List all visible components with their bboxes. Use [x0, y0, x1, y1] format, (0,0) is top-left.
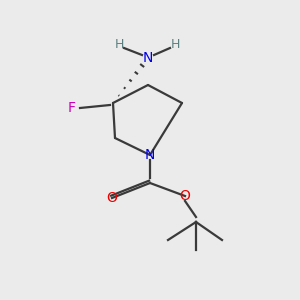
Text: F: F [68, 101, 76, 115]
Text: N: N [145, 148, 155, 162]
Text: H: H [170, 38, 180, 52]
Text: H: H [114, 38, 124, 52]
Text: O: O [180, 189, 190, 203]
Text: O: O [106, 191, 117, 205]
Text: N: N [143, 51, 153, 65]
